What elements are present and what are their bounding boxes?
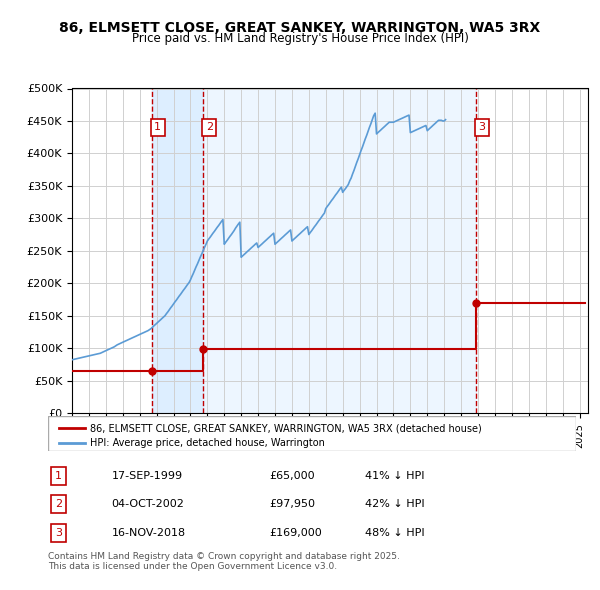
Text: 42% ↓ HPI: 42% ↓ HPI xyxy=(365,499,424,509)
Text: 17-SEP-1999: 17-SEP-1999 xyxy=(112,471,182,481)
Text: £169,000: £169,000 xyxy=(270,528,323,538)
Text: 2: 2 xyxy=(206,123,213,132)
Text: 1: 1 xyxy=(55,471,62,481)
Text: 3: 3 xyxy=(479,123,485,132)
Text: 2: 2 xyxy=(55,499,62,509)
Text: Price paid vs. HM Land Registry's House Price Index (HPI): Price paid vs. HM Land Registry's House … xyxy=(131,32,469,45)
Text: Contains HM Land Registry data © Crown copyright and database right 2025.
This d: Contains HM Land Registry data © Crown c… xyxy=(48,552,400,571)
Text: £65,000: £65,000 xyxy=(270,471,316,481)
Text: 86, ELMSETT CLOSE, GREAT SANKEY, WARRINGTON, WA5 3RX: 86, ELMSETT CLOSE, GREAT SANKEY, WARRING… xyxy=(59,21,541,35)
Bar xyxy=(203,88,476,413)
Text: 86, ELMSETT CLOSE, GREAT SANKEY, WARRINGTON, WA5 3RX (detached house): 86, ELMSETT CLOSE, GREAT SANKEY, WARRING… xyxy=(90,424,482,433)
Text: 41% ↓ HPI: 41% ↓ HPI xyxy=(365,471,424,481)
Text: £97,950: £97,950 xyxy=(270,499,316,509)
Text: 48% ↓ HPI: 48% ↓ HPI xyxy=(365,528,424,538)
Text: 16-NOV-2018: 16-NOV-2018 xyxy=(112,528,185,538)
Bar xyxy=(152,88,203,413)
Text: HPI: Average price, detached house, Warrington: HPI: Average price, detached house, Warr… xyxy=(90,438,325,447)
FancyBboxPatch shape xyxy=(48,416,576,451)
Text: 3: 3 xyxy=(55,528,62,538)
Text: 04-OCT-2002: 04-OCT-2002 xyxy=(112,499,184,509)
Text: 1: 1 xyxy=(154,123,161,132)
